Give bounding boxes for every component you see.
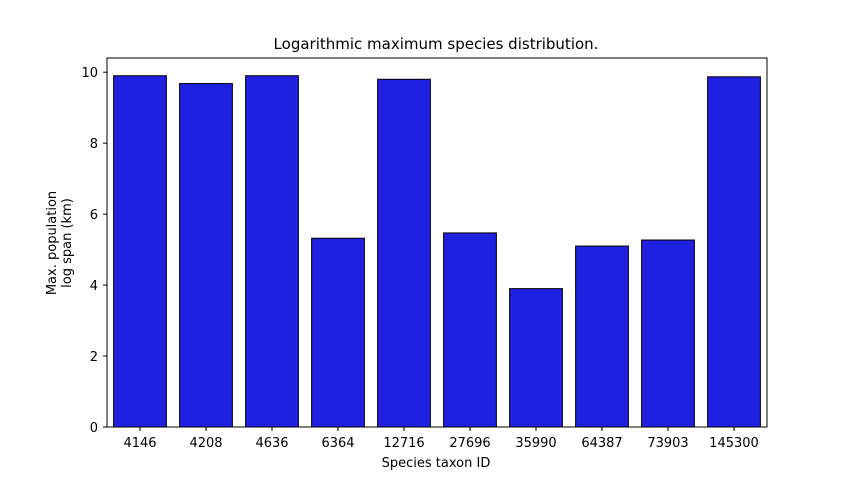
y-tick-label: 8 (90, 137, 98, 152)
y-tick-label: 0 (90, 421, 98, 436)
x-axis: 4146 4208 4636 6364 12716 27696 35990 64387 7390… (123, 427, 759, 451)
x-tick-label: 27696 (449, 436, 490, 451)
y-tick-label: 4 (90, 279, 98, 294)
bar-4636 (245, 75, 299, 428)
x-tick-label: 12716 (383, 436, 424, 451)
x-tick-label: 64387 (581, 436, 622, 451)
y-axis-label-line-2: log span (km) (60, 198, 75, 288)
bar-12716 (377, 78, 431, 428)
plot-frame (106, 57, 768, 428)
bar-4146 (113, 75, 167, 428)
x-tick-label: 4146 (123, 436, 156, 451)
bar-73903 (641, 239, 695, 428)
bar-145300 (707, 76, 761, 428)
bar-4208 (179, 83, 233, 428)
bar-64387 (575, 245, 629, 428)
chart-title: Logarithmic maximum species distribution… (274, 35, 599, 53)
x-axis-label: Species taxon ID (382, 456, 491, 471)
x-tick-label: 4636 (255, 436, 288, 451)
x-tick-label: 73903 (647, 436, 688, 451)
x-tick-label: 145300 (709, 436, 759, 451)
bar-35990 (509, 288, 563, 428)
y-tick-label: 10 (81, 66, 98, 81)
y-axis: 0 2 4 6 8 10 (81, 66, 107, 436)
y-axis-label: Max. population log span (km) (45, 191, 75, 295)
bar-27696 (443, 232, 497, 428)
y-tick-label: 2 (90, 350, 98, 365)
x-tick-label: 35990 (515, 436, 556, 451)
y-axis-label-line-1: Max. population (45, 191, 60, 295)
x-tick-label: 6364 (321, 436, 354, 451)
bars-group (113, 75, 761, 428)
x-tick-label: 4208 (189, 436, 222, 451)
y-tick-label: 6 (90, 208, 98, 223)
bar-6364 (311, 237, 365, 428)
